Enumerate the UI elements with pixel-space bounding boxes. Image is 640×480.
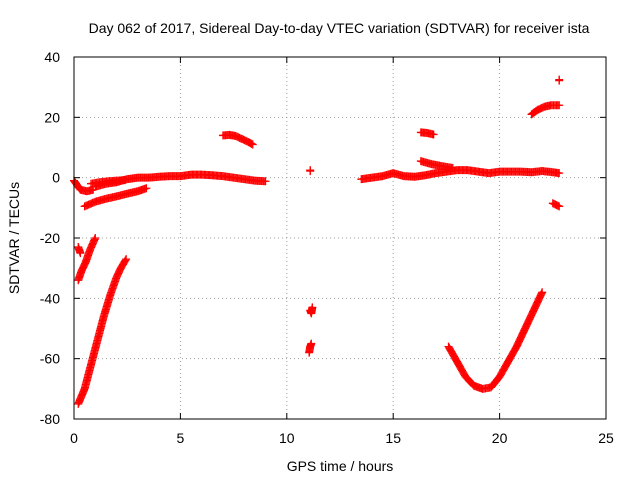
ticks: 0 5 10 15 20 25 -80 -60 -40 -20 0 20 40 [40,49,614,446]
y-tick-label: -20 [40,230,60,246]
data-point [555,169,564,178]
x-tick-label: 20 [492,430,508,446]
chart-title: Day 062 of 2017, Sidereal Day-to-day VTE… [89,20,590,36]
data-point [307,339,316,348]
x-tick-label: 25 [598,430,614,446]
data-point [555,76,564,85]
grid [74,57,606,419]
data-point [248,140,257,149]
data-series [444,288,547,393]
data-point [122,255,131,264]
y-tick-label: -80 [40,411,60,427]
data-series [357,166,564,184]
data-point [261,177,270,186]
data-point [429,130,438,139]
x-axis-label: GPS time / hours [287,458,394,474]
data-series [74,243,85,258]
data-series [91,170,270,191]
data-series [74,234,100,285]
x-tick-label: 10 [279,430,295,446]
data-series [80,184,151,211]
x-tick-label: 5 [177,430,185,446]
data-point [448,164,457,173]
data-point [91,234,100,242]
data-point [555,101,564,110]
y-tick-label: 20 [44,109,60,125]
data-points [70,75,564,408]
data-series [305,339,316,357]
data-series [306,166,315,176]
data-point [538,288,547,297]
y-tick-label: -40 [40,290,60,306]
data-point [76,249,85,258]
data-point [308,303,317,312]
data-point [555,202,564,211]
data-point [142,184,151,193]
data-series [218,130,257,149]
data-point [121,256,130,265]
data-series [74,255,131,408]
data-series [416,128,438,139]
data-series [416,157,457,173]
y-tick-label: -60 [40,351,60,367]
y-axis-label: SDTVAR / TECUs [6,182,22,294]
data-series [555,75,564,85]
x-tick-label: 15 [385,430,401,446]
data-series [527,101,564,119]
data-series [548,199,564,211]
data-point [306,167,315,176]
y-tick-label: 40 [44,49,60,65]
y-tick-label: 0 [52,170,60,186]
x-tick-label: 0 [70,430,78,446]
data-series [306,303,317,318]
